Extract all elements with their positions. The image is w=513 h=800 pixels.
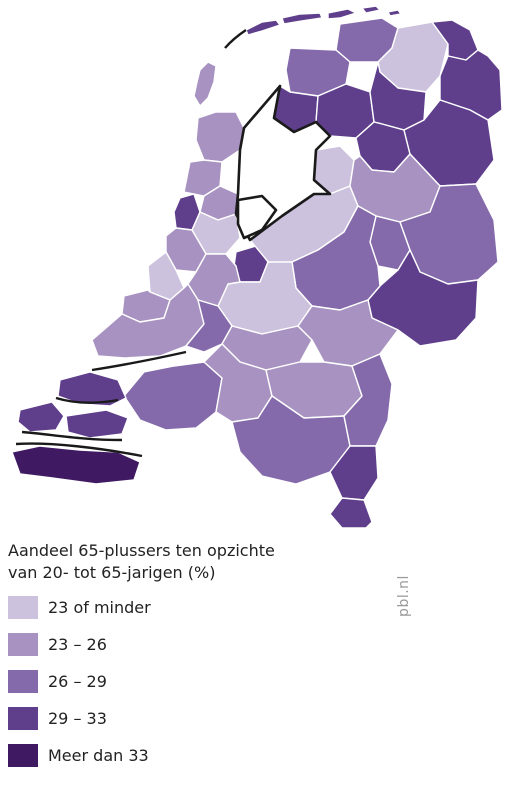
netherlands-map: [11, 5, 503, 529]
region-west-noord-brabant: [123, 361, 223, 431]
island-terschelling: [281, 12, 323, 25]
legend-title: Aandeel 65-plussers ten opzichte van 20-…: [8, 540, 328, 584]
legend-label: 26 – 29: [48, 672, 107, 691]
source-credit: pbl.nl: [395, 575, 412, 617]
island-ameland: [327, 8, 357, 20]
legend-item: 29 – 33: [8, 707, 408, 730]
island-rottum: [387, 9, 402, 17]
region-zuidoost-zuid-holland: [185, 299, 233, 353]
map-legend: Aandeel 65-plussers ten opzichte van 20-…: [8, 540, 408, 781]
legend-label: Meer dan 33: [48, 746, 149, 765]
region-kop-van-noord-holland: [195, 111, 245, 163]
legend-swatch: [8, 670, 38, 693]
region-arnhem-nijmegen: [297, 299, 399, 367]
region-overig-zeeland-zuid-beveland: [65, 409, 129, 439]
legend-label: 23 of minder: [48, 598, 151, 617]
legend-swatch: [8, 596, 38, 619]
legend-list: 23 of minder 23 – 26 26 – 29 29 – 33 Mee…: [8, 596, 408, 767]
legend-swatch: [8, 744, 38, 767]
legend-item: Meer dan 33: [8, 744, 408, 767]
island-vlieland: [245, 19, 281, 36]
legend-swatch: [8, 633, 38, 656]
legend-swatch: [8, 707, 38, 730]
markermeer: [236, 194, 278, 240]
region-texel: [193, 61, 217, 107]
legend-title-line-2: van 20- tot 65-jarigen (%): [8, 563, 216, 582]
region-oost-groningen: [439, 49, 503, 121]
wadden-islands: [224, 5, 402, 49]
legend-item: 26 – 29: [8, 670, 408, 693]
legend-item: 23 of minder: [8, 596, 408, 619]
region-overig-zeeland-walcheren: [17, 401, 65, 433]
region-zeeuwsch-vlaanderen: [11, 445, 141, 485]
region-zuid-limburg: [329, 497, 373, 529]
island-schiermonnikoog: [361, 5, 381, 14]
legend-item: 23 – 26: [8, 633, 408, 656]
region-groot-rijnmond: [91, 283, 205, 359]
region-overig-zeeland: [57, 371, 127, 407]
legend-title-line-1: Aandeel 65-plussers ten opzichte: [8, 541, 275, 560]
legend-label: 29 – 33: [48, 709, 107, 728]
legend-label: 23 – 26: [48, 635, 107, 654]
